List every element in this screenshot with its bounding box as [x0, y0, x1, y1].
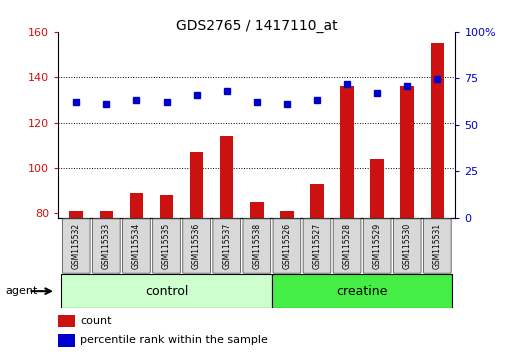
Bar: [340, 86, 353, 218]
Text: count: count: [80, 316, 112, 326]
Bar: [430, 43, 443, 218]
Bar: [220, 136, 233, 218]
Bar: [160, 195, 173, 218]
Text: GSM115537: GSM115537: [222, 223, 231, 269]
Text: control: control: [144, 285, 188, 298]
Text: creatine: creatine: [336, 285, 387, 298]
Bar: [58, 334, 75, 347]
FancyBboxPatch shape: [423, 219, 450, 273]
Text: GSM115529: GSM115529: [372, 223, 381, 269]
Text: GSM115535: GSM115535: [162, 223, 171, 269]
FancyBboxPatch shape: [333, 219, 360, 273]
Bar: [189, 152, 203, 218]
Text: percentile rank within the sample: percentile rank within the sample: [80, 335, 268, 346]
Text: GSM115533: GSM115533: [102, 223, 111, 269]
Bar: [249, 202, 263, 218]
Bar: [370, 159, 383, 218]
Bar: [129, 193, 143, 218]
Text: GSM115534: GSM115534: [132, 223, 141, 269]
FancyBboxPatch shape: [153, 219, 180, 273]
FancyBboxPatch shape: [392, 219, 420, 273]
FancyBboxPatch shape: [302, 219, 330, 273]
Text: GSM115531: GSM115531: [432, 223, 441, 269]
Bar: [271, 274, 451, 308]
FancyBboxPatch shape: [62, 219, 90, 273]
Bar: [58, 315, 75, 327]
Text: GSM115530: GSM115530: [402, 223, 411, 269]
Bar: [69, 211, 83, 218]
Text: GSM115532: GSM115532: [72, 223, 81, 269]
FancyBboxPatch shape: [363, 219, 390, 273]
Bar: [61, 274, 271, 308]
FancyBboxPatch shape: [242, 219, 270, 273]
Text: GSM115527: GSM115527: [312, 223, 321, 269]
Text: GSM115536: GSM115536: [192, 223, 200, 269]
Text: agent: agent: [5, 286, 37, 296]
FancyBboxPatch shape: [182, 219, 210, 273]
FancyBboxPatch shape: [122, 219, 150, 273]
Text: GSM115526: GSM115526: [282, 223, 291, 269]
Bar: [99, 211, 113, 218]
FancyBboxPatch shape: [213, 219, 240, 273]
Bar: [310, 184, 323, 218]
FancyBboxPatch shape: [273, 219, 300, 273]
Text: GSM115538: GSM115538: [252, 223, 261, 269]
Text: GDS2765 / 1417110_at: GDS2765 / 1417110_at: [176, 19, 337, 34]
Text: GSM115528: GSM115528: [342, 223, 351, 269]
FancyBboxPatch shape: [92, 219, 120, 273]
Bar: [399, 86, 413, 218]
Bar: [280, 211, 293, 218]
